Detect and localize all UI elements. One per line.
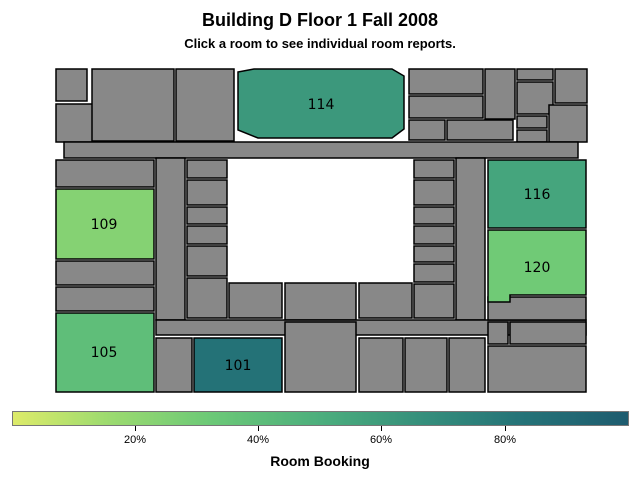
corridor-east xyxy=(455,157,486,321)
room-unbooked[interactable] xyxy=(186,277,228,319)
booked-rooms xyxy=(55,68,587,393)
room-101[interactable] xyxy=(193,337,283,393)
room-unbooked[interactable] xyxy=(55,159,155,188)
room-unbooked[interactable] xyxy=(413,179,455,206)
room-unbooked[interactable] xyxy=(554,68,588,104)
map-subtitle: Click a room to see individual room repo… xyxy=(184,36,456,51)
room-unbooked[interactable] xyxy=(484,68,516,120)
room-unbooked[interactable] xyxy=(55,260,155,286)
room-unbooked[interactable] xyxy=(408,95,484,119)
room-unbooked[interactable] xyxy=(55,68,88,102)
legend-tick xyxy=(135,426,136,431)
map-title: Building D Floor 1 Fall 2008 xyxy=(201,10,439,30)
room-unbooked[interactable] xyxy=(548,104,588,143)
room-unbooked[interactable] xyxy=(487,296,587,321)
room-unbooked[interactable] xyxy=(55,103,95,143)
room-unbooked[interactable] xyxy=(413,245,455,263)
legend-tick xyxy=(505,426,506,431)
room-unbooked[interactable] xyxy=(91,68,175,142)
legend-tick-label: 80% xyxy=(493,434,517,446)
unbooked-rooms xyxy=(55,68,588,393)
room-unbooked[interactable] xyxy=(358,282,413,319)
room-unbooked[interactable] xyxy=(55,286,155,312)
room-unbooked[interactable] xyxy=(186,179,228,206)
room-109[interactable] xyxy=(55,188,155,260)
floor-plan: 114 109 116 120 105 101 xyxy=(55,68,588,393)
legend-tick xyxy=(258,426,259,431)
room-label: 101 xyxy=(225,358,252,374)
room-unbooked[interactable] xyxy=(404,337,448,393)
room-unbooked[interactable] xyxy=(487,345,587,393)
room-unbooked[interactable] xyxy=(186,245,228,277)
room-unbooked[interactable] xyxy=(358,337,404,393)
room-label: 105 xyxy=(91,345,118,361)
room-labels: 114 109 116 120 105 101 xyxy=(91,97,551,374)
room-unbooked[interactable] xyxy=(487,321,509,345)
room-unbooked[interactable] xyxy=(516,81,554,115)
room-unbooked[interactable] xyxy=(413,263,455,283)
room-unbooked[interactable] xyxy=(509,321,587,345)
room-unbooked[interactable] xyxy=(228,282,283,319)
room-unbooked[interactable] xyxy=(186,225,228,245)
room-unbooked[interactable] xyxy=(175,68,235,142)
legend-tick-label: 20% xyxy=(123,434,147,446)
room-unbooked[interactable] xyxy=(408,68,484,95)
room-label: 114 xyxy=(308,97,335,113)
room-116[interactable] xyxy=(487,159,587,229)
room-unbooked[interactable] xyxy=(284,321,357,393)
room-120[interactable] xyxy=(487,229,587,303)
room-unbooked[interactable] xyxy=(516,68,554,81)
legend-tick-label: 60% xyxy=(369,434,393,446)
legend-title: Room Booking xyxy=(270,453,370,469)
room-unbooked[interactable] xyxy=(516,129,548,143)
room-105[interactable] xyxy=(55,312,155,393)
room-unbooked[interactable] xyxy=(448,337,486,393)
corridor-west xyxy=(155,157,186,321)
room-unbooked[interactable] xyxy=(446,119,514,141)
room-unbooked[interactable] xyxy=(408,119,446,141)
room-label: 109 xyxy=(91,217,118,233)
room-unbooked[interactable] xyxy=(186,206,228,225)
legend-tick xyxy=(381,426,382,431)
color-scale-bar xyxy=(12,411,629,426)
room-unbooked[interactable] xyxy=(413,283,455,319)
room-unbooked[interactable] xyxy=(413,225,455,245)
room-114[interactable] xyxy=(237,68,405,139)
room-unbooked[interactable] xyxy=(186,159,228,179)
corridor-north xyxy=(63,141,579,159)
room-label: 120 xyxy=(524,260,551,276)
room-unbooked[interactable] xyxy=(155,337,193,393)
room-unbooked[interactable] xyxy=(284,282,357,321)
room-unbooked[interactable] xyxy=(413,206,455,225)
room-unbooked[interactable] xyxy=(413,159,455,179)
room-unbooked[interactable] xyxy=(516,115,548,129)
room-label: 116 xyxy=(524,187,551,203)
legend-tick-label: 40% xyxy=(246,434,270,446)
